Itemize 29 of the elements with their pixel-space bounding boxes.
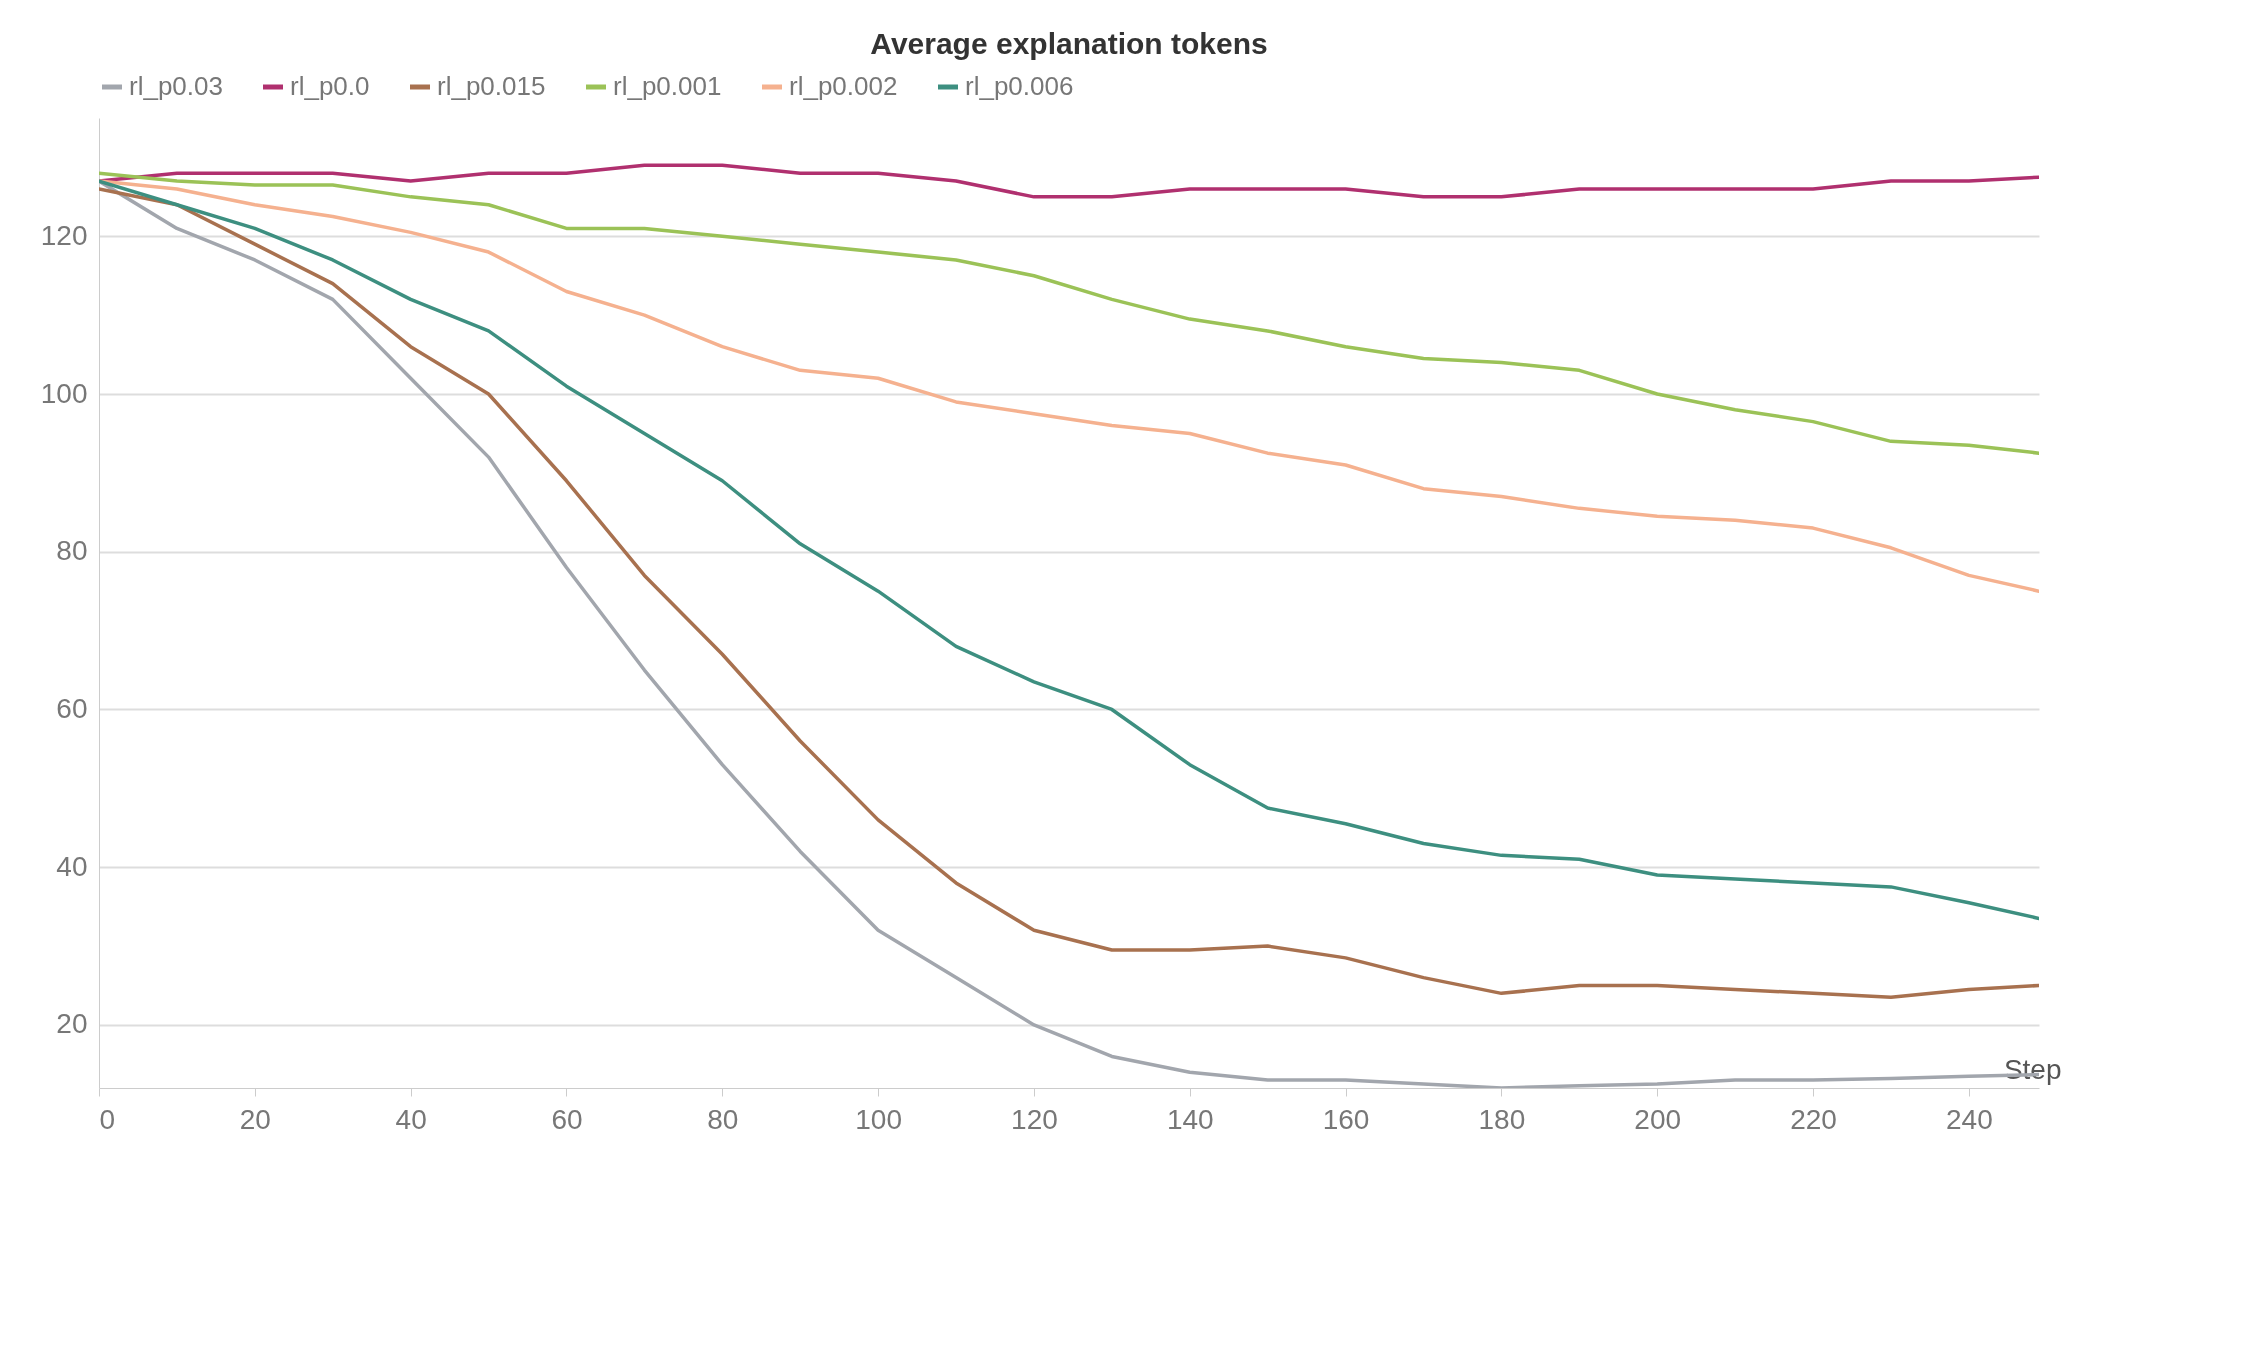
y-tick-label: 20	[56, 1008, 88, 1040]
line-series	[99, 179, 2039, 593]
legend-label: rl_p0.002	[789, 71, 898, 101]
x-tick-label: 40	[395, 1103, 427, 1135]
x-tick-label: 100	[855, 1103, 902, 1135]
x-tick-label: 180	[1478, 1103, 1526, 1135]
x-tick-label: 220	[1790, 1103, 1837, 1135]
x-tick-label: 0	[99, 1103, 116, 1135]
x-tick-label: 160	[1322, 1103, 1370, 1135]
legend-label: rl_p0.0	[290, 71, 370, 101]
x-tick-label: 120	[1011, 1103, 1058, 1135]
y-tick-label: 80	[56, 535, 88, 567]
chart-title: Average explanation tokens	[870, 27, 1268, 60]
legend-label: rl_p0.001	[613, 71, 722, 101]
y-tick-label: 40	[56, 850, 88, 882]
y-tick-label: 60	[56, 692, 88, 724]
x-tick-label: 240	[1946, 1103, 1993, 1135]
legend-label: rl_p0.006	[965, 71, 1074, 101]
legend-label: rl_p0.03	[129, 71, 223, 101]
x-tick-label: 80	[707, 1103, 739, 1135]
x-tick-label: 60	[551, 1103, 583, 1135]
y-tick-label: 120	[40, 219, 88, 251]
x-tick-label: 140	[1166, 1103, 1214, 1135]
y-tick-label: 100	[40, 377, 88, 409]
x-tick-label: 200	[1634, 1103, 1682, 1135]
line-series	[99, 163, 2039, 199]
x-tick-label: 20	[239, 1103, 271, 1135]
line-series	[99, 171, 2039, 455]
legend-label: rl_p0.015	[437, 71, 546, 101]
